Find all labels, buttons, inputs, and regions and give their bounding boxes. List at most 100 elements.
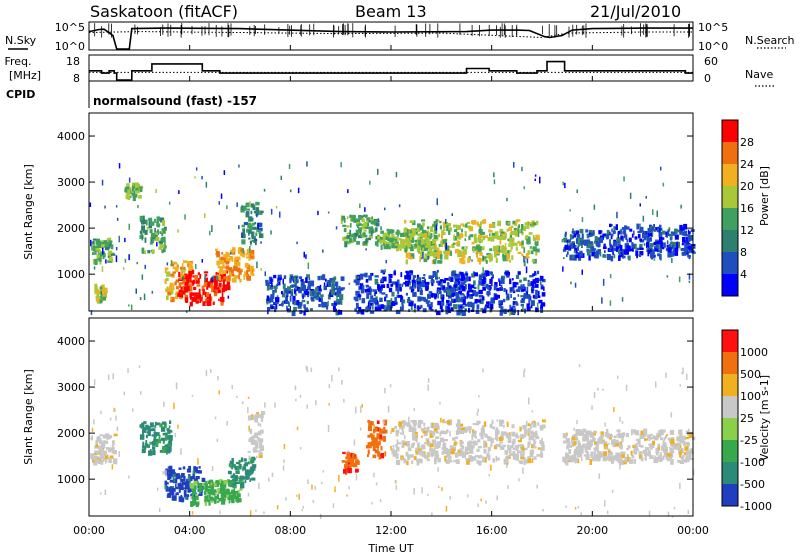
velocity-cell — [152, 446, 156, 450]
velocity-cell — [656, 458, 659, 463]
velocity-cell — [523, 457, 526, 462]
velocity-cell — [540, 452, 544, 458]
velocity-cell — [95, 440, 99, 446]
velocity-noise — [115, 415, 117, 421]
velocity-cell — [167, 428, 170, 433]
velocity-cell — [251, 435, 255, 441]
velocity-cell — [168, 486, 172, 490]
velocity-cell — [436, 443, 441, 448]
velocity-cell — [454, 436, 458, 439]
velocity-cell — [642, 433, 647, 437]
power-cell — [215, 252, 219, 255]
velocity-cell — [457, 419, 461, 426]
power-cell — [266, 295, 270, 302]
power-cell — [417, 305, 420, 311]
velocity-cell — [614, 455, 616, 461]
power-cell — [246, 275, 251, 280]
power-noise — [295, 282, 297, 288]
power-cell — [405, 270, 409, 273]
power-cell — [527, 221, 531, 226]
power-cell — [653, 229, 656, 232]
velocity-cell — [105, 453, 107, 456]
velocity-cell — [166, 494, 172, 498]
velocity-cell — [426, 440, 429, 446]
power-noise — [118, 163, 121, 169]
velocity-noise — [490, 464, 492, 471]
power-cell — [464, 304, 467, 307]
velocity-cell — [540, 427, 544, 431]
power-cell — [536, 240, 539, 246]
velocity-noise — [307, 479, 309, 485]
velocity-cell — [407, 447, 412, 452]
velocity-cell — [527, 423, 531, 427]
velocity-noise — [680, 450, 683, 455]
velocity-cell — [411, 443, 414, 448]
velocity-cell — [524, 460, 528, 464]
power-cell — [691, 251, 696, 254]
velocity-noise — [604, 422, 606, 427]
velocity-cell — [192, 470, 196, 475]
power-cell — [672, 254, 675, 257]
power-noise — [562, 181, 564, 186]
velocity-cell — [534, 432, 538, 436]
velocity-cell — [589, 459, 592, 465]
velocity-noise — [593, 392, 596, 398]
power-cell — [475, 309, 480, 314]
velocity-cell — [154, 421, 157, 426]
power-cell — [294, 275, 299, 279]
velocity-cell — [431, 439, 436, 444]
power-cell — [432, 251, 435, 256]
velocity-noise — [264, 402, 266, 408]
velocity-cell — [212, 486, 215, 491]
velocity-noise — [282, 465, 285, 471]
power-cell — [360, 287, 365, 294]
power-noise — [422, 252, 424, 259]
power-cell — [303, 304, 306, 309]
velocity-cell — [643, 451, 648, 457]
velocity-cell — [495, 443, 500, 447]
velocity-noise — [314, 485, 316, 490]
power-cell — [371, 273, 374, 276]
velocity-cell — [464, 446, 470, 452]
power-noise — [282, 278, 284, 285]
velocity-cell — [445, 455, 449, 459]
power-cell — [188, 264, 192, 270]
power-cell — [419, 283, 423, 287]
power-cell — [680, 248, 685, 251]
power-cell — [678, 241, 680, 248]
power-cell — [222, 265, 226, 269]
power-noise — [112, 252, 115, 256]
power-noise — [139, 297, 142, 301]
power-cell — [460, 271, 464, 276]
velocity-cell — [504, 431, 508, 436]
nsearch-tick-bottom: 10^0 — [698, 40, 728, 53]
velocity-cell — [245, 476, 249, 480]
colorbar-swatch — [722, 484, 738, 507]
power-cell — [256, 228, 259, 233]
power-cell — [250, 269, 253, 276]
power-cell — [574, 248, 578, 253]
velocity-noise — [305, 365, 308, 371]
power-cell — [288, 302, 291, 307]
power-noise — [211, 276, 213, 282]
power-noise — [303, 251, 305, 258]
velocity-cell — [455, 452, 459, 458]
power-cell — [172, 266, 176, 270]
power-cell — [222, 279, 225, 285]
power-cell — [135, 188, 139, 191]
power-cell — [588, 254, 591, 261]
power-cell — [458, 290, 462, 294]
velocity-cell — [173, 495, 177, 501]
power-cell — [496, 294, 500, 299]
power-cell — [410, 286, 414, 293]
power-cell — [426, 226, 430, 230]
power-cell — [540, 304, 543, 309]
power-cell — [579, 252, 583, 257]
power-noise — [437, 280, 439, 285]
power-cell — [613, 254, 616, 259]
velocity-cell — [574, 449, 578, 454]
velocity-cell — [149, 422, 154, 428]
power-cell — [404, 241, 408, 244]
velocity-cell — [648, 443, 653, 446]
power-cell — [469, 289, 474, 293]
